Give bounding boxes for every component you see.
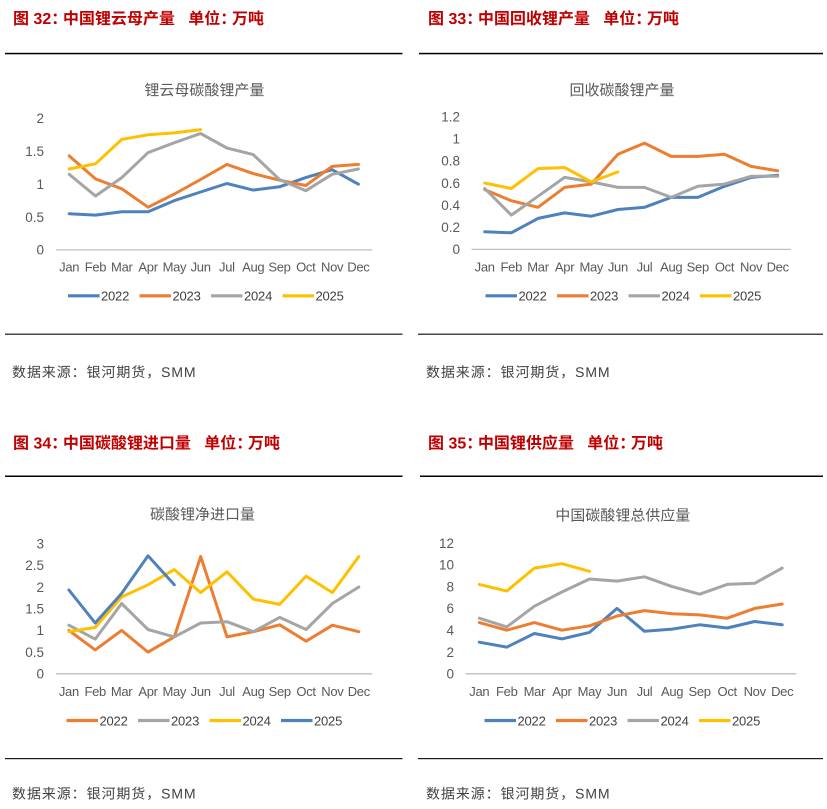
svg-text:2025: 2025	[733, 289, 761, 304]
svg-text:Dec: Dec	[771, 684, 794, 699]
svg-text:2024: 2024	[243, 713, 271, 728]
svg-text:Mar: Mar	[524, 684, 546, 699]
svg-text:Jul: Jul	[219, 684, 235, 699]
svg-text:Sep: Sep	[688, 684, 710, 699]
svg-text:Jun: Jun	[191, 260, 211, 275]
svg-text:0: 0	[36, 243, 44, 258]
svg-text:2022: 2022	[101, 289, 129, 304]
svg-text:12: 12	[439, 536, 454, 551]
svg-text:2025: 2025	[314, 713, 342, 728]
svg-text:Sep: Sep	[268, 260, 290, 275]
svg-text:Nov: Nov	[321, 684, 344, 699]
svg-text:Feb: Feb	[501, 260, 523, 275]
svg-text:Dec: Dec	[347, 260, 370, 275]
svg-text:May: May	[578, 684, 602, 699]
svg-text:2022: 2022	[100, 713, 128, 728]
svg-text:Jan: Jan	[59, 260, 79, 275]
svg-text:2023: 2023	[590, 289, 618, 304]
svg-text:Jun: Jun	[607, 684, 627, 699]
svg-text:Jul: Jul	[637, 684, 653, 699]
svg-text:0.8: 0.8	[441, 154, 460, 169]
svg-text:Oct: Oct	[718, 684, 738, 699]
svg-text:2024: 2024	[661, 713, 689, 728]
svg-text:0.6: 0.6	[441, 176, 460, 191]
svg-text:2023: 2023	[589, 713, 617, 728]
svg-text:0.4: 0.4	[441, 198, 460, 213]
svg-text:Oct: Oct	[715, 260, 735, 275]
svg-text:Apr: Apr	[138, 260, 158, 275]
svg-text:Apr: Apr	[555, 260, 575, 275]
svg-text:Feb: Feb	[84, 684, 106, 699]
svg-text:1.2: 1.2	[441, 109, 460, 124]
svg-text:0: 0	[36, 667, 44, 682]
svg-text:Sep: Sep	[269, 684, 291, 699]
svg-text:Mar: Mar	[111, 684, 133, 699]
svg-text:2.5: 2.5	[25, 558, 44, 573]
svg-text:2024: 2024	[244, 289, 272, 304]
svg-text:1: 1	[36, 177, 44, 192]
svg-text:Dec: Dec	[767, 260, 790, 275]
svg-text:Aug: Aug	[242, 260, 264, 275]
svg-text:2023: 2023	[173, 289, 201, 304]
svg-text:May: May	[579, 260, 603, 275]
svg-text:Dec: Dec	[348, 684, 371, 699]
svg-text:Jan: Jan	[469, 684, 489, 699]
svg-text:May: May	[162, 684, 186, 699]
svg-text:0.5: 0.5	[25, 210, 44, 225]
svg-text:1: 1	[36, 623, 44, 638]
svg-text:Feb: Feb	[496, 684, 518, 699]
svg-text:Nov: Nov	[321, 260, 344, 275]
svg-text:1.5: 1.5	[25, 602, 44, 617]
svg-text:Oct: Oct	[296, 684, 316, 699]
svg-text:Jun: Jun	[191, 684, 211, 699]
svg-text:Jul: Jul	[219, 260, 235, 275]
svg-text:2: 2	[446, 645, 454, 660]
svg-text:0: 0	[452, 242, 460, 257]
svg-text:2023: 2023	[171, 713, 199, 728]
svg-text:May: May	[163, 260, 187, 275]
svg-text:2022: 2022	[519, 289, 547, 304]
svg-text:2025: 2025	[316, 289, 344, 304]
svg-text:4: 4	[446, 623, 454, 638]
svg-text:2: 2	[36, 111, 44, 126]
svg-text:Aug: Aug	[661, 684, 683, 699]
svg-text:2: 2	[36, 580, 44, 595]
svg-text:Mar: Mar	[527, 260, 549, 275]
svg-text:1: 1	[452, 132, 460, 147]
svg-text:0.2: 0.2	[441, 220, 460, 235]
svg-text:Jul: Jul	[637, 260, 653, 275]
svg-text:Aug: Aug	[242, 684, 264, 699]
svg-text:0: 0	[446, 667, 454, 682]
svg-text:2022: 2022	[518, 713, 546, 728]
svg-text:Feb: Feb	[85, 260, 107, 275]
svg-text:1.5: 1.5	[25, 144, 44, 159]
svg-text:3: 3	[36, 536, 44, 551]
svg-text:Jan: Jan	[475, 260, 495, 275]
svg-text:6: 6	[446, 601, 454, 616]
svg-text:2024: 2024	[662, 289, 690, 304]
svg-text:8: 8	[446, 579, 454, 594]
svg-text:2025: 2025	[732, 713, 760, 728]
svg-text:Jun: Jun	[608, 260, 628, 275]
svg-text:Mar: Mar	[111, 260, 133, 275]
svg-text:0.5: 0.5	[25, 645, 44, 660]
svg-text:Jan: Jan	[59, 684, 79, 699]
svg-text:Nov: Nov	[744, 684, 767, 699]
svg-text:Nov: Nov	[740, 260, 763, 275]
svg-text:Oct: Oct	[296, 260, 316, 275]
svg-text:Apr: Apr	[552, 684, 572, 699]
svg-text:10: 10	[439, 558, 454, 573]
svg-text:Aug: Aug	[660, 260, 682, 275]
svg-text:Apr: Apr	[138, 684, 158, 699]
svg-text:Sep: Sep	[687, 260, 709, 275]
